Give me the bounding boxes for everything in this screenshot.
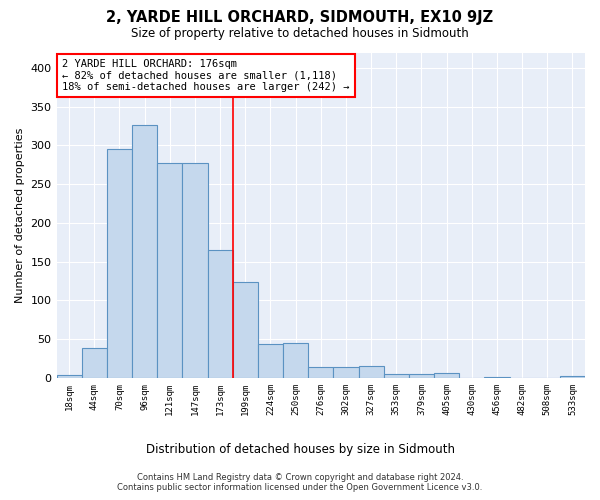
Bar (233, 282, 258, 378)
Bar (132, 124, 157, 378)
Bar (82, 348, 107, 378)
Bar (107, 150, 132, 378)
Bar (308, 367, 334, 378)
Text: Contains HM Land Registry data © Crown copyright and database right 2024.: Contains HM Land Registry data © Crown c… (137, 472, 463, 482)
Y-axis label: Number of detached properties: Number of detached properties (15, 128, 25, 303)
Bar (56, 375, 82, 378)
Text: 2 YARDE HILL ORCHARD: 176sqm
← 82% of detached houses are smaller (1,118)
18% of: 2 YARDE HILL ORCHARD: 176sqm ← 82% of de… (62, 59, 349, 92)
Bar (208, 250, 233, 378)
Text: Size of property relative to detached houses in Sidmouth: Size of property relative to detached ho… (131, 28, 469, 40)
Bar (182, 162, 208, 378)
Text: Distribution of detached houses by size in Sidmouth: Distribution of detached houses by size … (146, 442, 455, 456)
Text: Contains public sector information licensed under the Open Government Licence v3: Contains public sector information licen… (118, 482, 482, 492)
Bar (334, 367, 359, 378)
Bar (383, 374, 409, 378)
Bar (359, 366, 383, 378)
Bar (560, 376, 585, 378)
Bar (434, 373, 459, 378)
Text: 2, YARDE HILL ORCHARD, SIDMOUTH, EX10 9JZ: 2, YARDE HILL ORCHARD, SIDMOUTH, EX10 9J… (106, 10, 494, 25)
Bar (258, 344, 283, 378)
Bar (484, 377, 509, 378)
Bar (157, 162, 182, 378)
Bar (283, 343, 308, 378)
Bar (409, 374, 434, 378)
